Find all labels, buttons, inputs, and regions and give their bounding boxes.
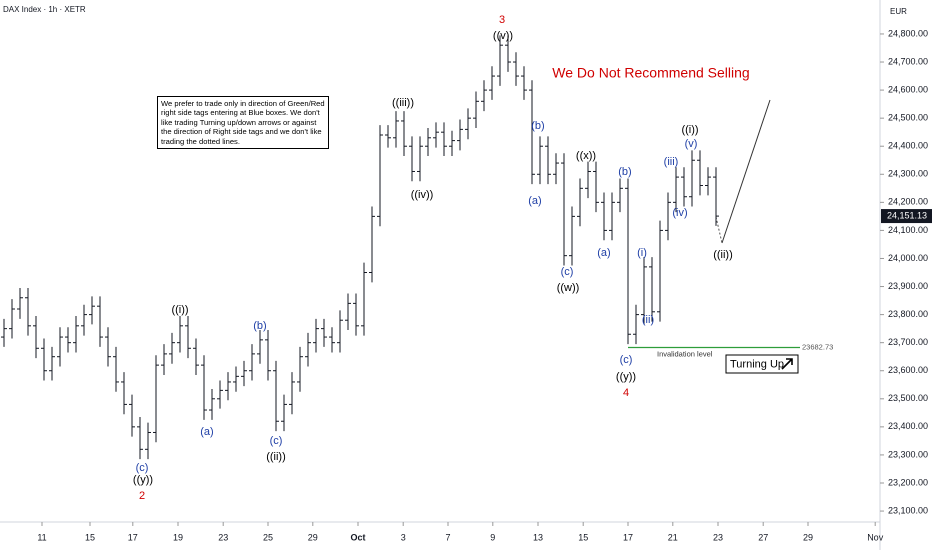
x-tick-label: 15 — [578, 532, 588, 542]
y-tick-label: 24,800.00 — [888, 28, 928, 38]
y-tick-label: 23,200.00 — [888, 477, 928, 487]
invalidation-value: 23682.73 — [802, 342, 833, 351]
y-tick-label: 23,400.00 — [888, 421, 928, 431]
wave-label: 3 — [499, 14, 505, 26]
wave-label: ((ii)) — [713, 249, 733, 261]
y-tick-label: 24,200.00 — [888, 197, 928, 207]
y-tick-label: 23,800.00 — [888, 309, 928, 319]
wave-label: ((x)) — [576, 150, 596, 162]
y-tick-label: 24,700.00 — [888, 56, 928, 66]
wave-label: (c) — [620, 354, 633, 366]
wave-label: ((w)) — [557, 282, 580, 294]
y-tick-label: 23,600.00 — [888, 365, 928, 375]
wave-label: 2 — [139, 490, 145, 502]
dotted-path — [715, 216, 723, 244]
wave-label: (i) — [637, 247, 647, 259]
wave-label: ((i)) — [171, 304, 188, 316]
y-tick-label: 24,400.00 — [888, 141, 928, 151]
wave-label: ((v)) — [493, 30, 513, 42]
y-tick-label: 23,500.00 — [888, 393, 928, 403]
signal-text: Turning Up — [730, 358, 784, 370]
wave-label: ((iv)) — [411, 189, 434, 201]
y-tick-label: 23,300.00 — [888, 449, 928, 459]
x-tick-label: 19 — [173, 532, 183, 542]
y-tick-label: 24,300.00 — [888, 169, 928, 179]
chart-title: DAX Index · 1h · XETR — [3, 5, 86, 14]
y-tick-label: 23,100.00 — [888, 505, 928, 515]
projection-line — [721, 99, 771, 244]
wave-label: (a) — [597, 247, 610, 259]
y-tick-label: 24,500.00 — [888, 113, 928, 123]
wave-label: (iv) — [672, 207, 687, 219]
y-tick-label: 23,700.00 — [888, 337, 928, 347]
wave-label: (a) — [200, 426, 213, 438]
x-tick-label: 29 — [803, 532, 813, 542]
wave-label: ((y)) — [616, 371, 636, 383]
wave-label: (b) — [531, 120, 544, 132]
x-tick-label: 25 — [263, 532, 273, 542]
wave-label: (a) — [528, 195, 541, 207]
note-box: We prefer to trade only in direction of … — [157, 96, 329, 150]
x-tick-label: Nov — [867, 532, 884, 542]
wave-label: (v) — [685, 138, 698, 150]
wave-label: (b) — [618, 166, 631, 178]
x-tick-label: 27 — [758, 532, 768, 542]
x-tick-label: 17 — [128, 532, 138, 542]
wave-label: (b) — [253, 320, 266, 332]
x-tick-label: 3 — [401, 532, 406, 542]
wave-label: ((i)) — [681, 124, 698, 136]
y-tick-label: 24,600.00 — [888, 84, 928, 94]
currency: EUR — [890, 7, 907, 16]
x-tick-label: 11 — [37, 532, 46, 542]
headline: We Do Not Recommend Selling — [552, 65, 749, 81]
x-tick-label: 7 — [445, 532, 450, 542]
x-tick-label: 13 — [533, 532, 543, 542]
wave-label: ((y)) — [133, 474, 153, 486]
x-tick-label: 17 — [623, 532, 633, 542]
wave-label: ((ii)) — [266, 451, 286, 463]
last-price-tag — [881, 209, 932, 224]
x-tick-label: 29 — [308, 532, 318, 542]
x-tick-label: 21 — [668, 532, 678, 542]
wave-label: (c) — [270, 435, 283, 447]
wave-label: (ii) — [642, 314, 654, 326]
x-tick-label: 23 — [713, 532, 723, 542]
last-price-label: 24,151.13 — [887, 210, 927, 220]
wave-label: (c) — [136, 462, 149, 474]
x-tick-label: Oct — [350, 532, 365, 542]
y-tick-label: 24,000.00 — [888, 253, 928, 263]
signal-box — [725, 354, 799, 374]
wave-label: (iii) — [664, 156, 679, 168]
wave-label: 4 — [623, 387, 629, 399]
up-arrow-icon — [781, 358, 793, 370]
x-tick-label: 15 — [85, 532, 95, 542]
wave-label: (c) — [561, 266, 574, 278]
x-tick-label: 23 — [218, 532, 228, 542]
y-tick-label: 23,900.00 — [888, 281, 928, 291]
y-tick-label: 24,100.00 — [888, 225, 928, 235]
x-tick-label: 9 — [490, 532, 495, 542]
wave-label: ((iii)) — [392, 97, 414, 109]
invalidation-label: Invalidation level — [657, 349, 713, 358]
